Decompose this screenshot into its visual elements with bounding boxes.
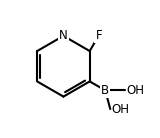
- Text: N: N: [59, 29, 68, 42]
- Text: F: F: [95, 29, 102, 42]
- Text: OH: OH: [112, 103, 130, 116]
- Text: B: B: [101, 84, 109, 97]
- Text: OH: OH: [126, 84, 144, 97]
